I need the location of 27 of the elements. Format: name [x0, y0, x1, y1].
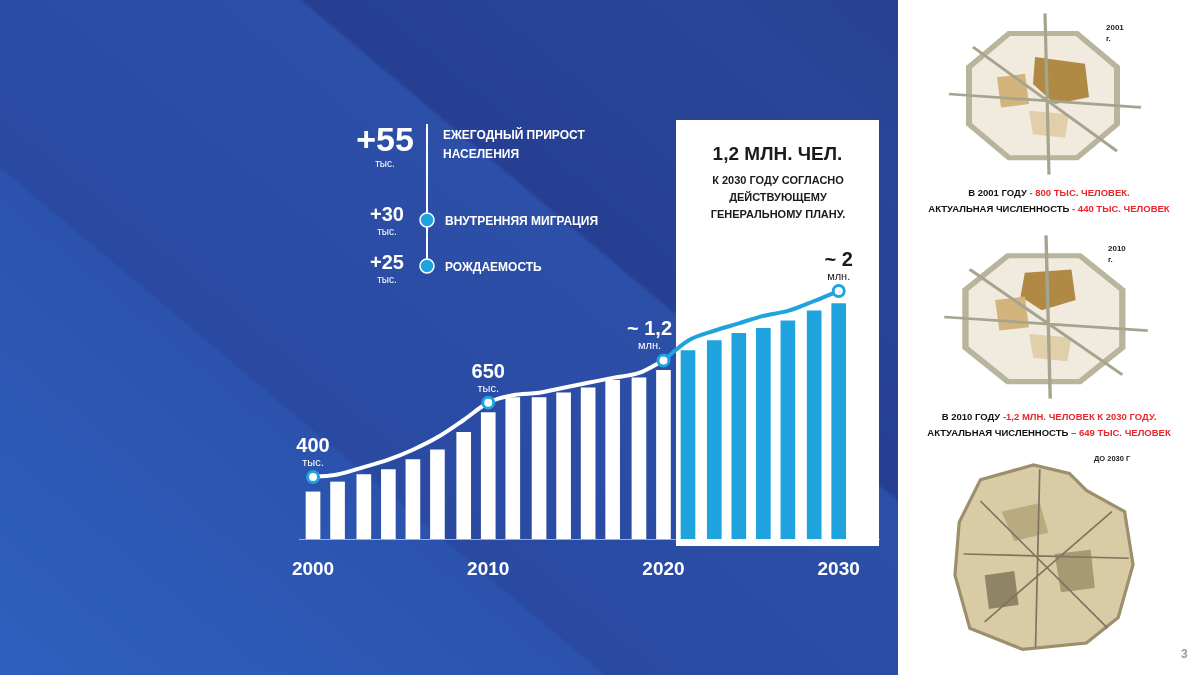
- text: В 2010 ГОДУ: [941, 411, 1001, 422]
- text: 2010 г.: [1108, 243, 1127, 265]
- text: АКТУАЛЬНАЯ ЧИСЛЕННОСТЬ: [928, 203, 1070, 214]
- x-tick-label: 2020: [642, 557, 685, 579]
- annotation: 650 тыс.: [471, 359, 505, 394]
- x-tick-label: 2030: [817, 557, 860, 579]
- annotation: ~ 2 млн.: [824, 248, 853, 283]
- text: РОЖДАЕМОСТЬ: [445, 260, 542, 275]
- text: ВНУТРЕННЯЯ МИГРАЦИЯ: [445, 214, 599, 229]
- text: 1,2 МЛН. ЧЕЛ.: [711, 143, 844, 165]
- x-tick-label: 2000: [291, 557, 335, 579]
- text: +55 тыс.: [355, 120, 415, 170]
- annotation: ~ 1,2 млн.: [626, 317, 672, 352]
- text: - 440 ТЫС. ЧЕЛОВЕК: [1072, 203, 1170, 214]
- text: – 649 ТЫС. ЧЕЛОВЕК: [1070, 427, 1171, 438]
- x-tick-label: 2010: [467, 557, 510, 579]
- text: К 2030 ГОДУ СОГЛАСНО ДЕЙСТВУЮЩЕМУ ГЕНЕРАЛЬНОМУ ПЛАНУ.: [709, 173, 847, 222]
- text: +30 тыс.: [369, 203, 405, 238]
- text: +25 тыс.: [369, 251, 405, 286]
- text: - 800 ТЫС. ЧЕЛОВЕК.: [1029, 187, 1130, 198]
- text: 2001 г.: [1106, 22, 1125, 44]
- text: ЕЖЕГОДНЫЙ ПРИРОСТ НАСЕЛЕНИЯ: [443, 126, 586, 163]
- text: АКТУАЛЬНАЯ ЧИСЛЕННОСТЬ: [927, 427, 1069, 438]
- text: -1,2 МЛН. ЧЕЛОВЕК К 2030 ГОДУ.: [1002, 411, 1157, 422]
- text: 3: [1181, 647, 1188, 662]
- text: В 2001 ГОДУ: [968, 187, 1027, 198]
- annotation: 400 тыс.: [296, 434, 330, 469]
